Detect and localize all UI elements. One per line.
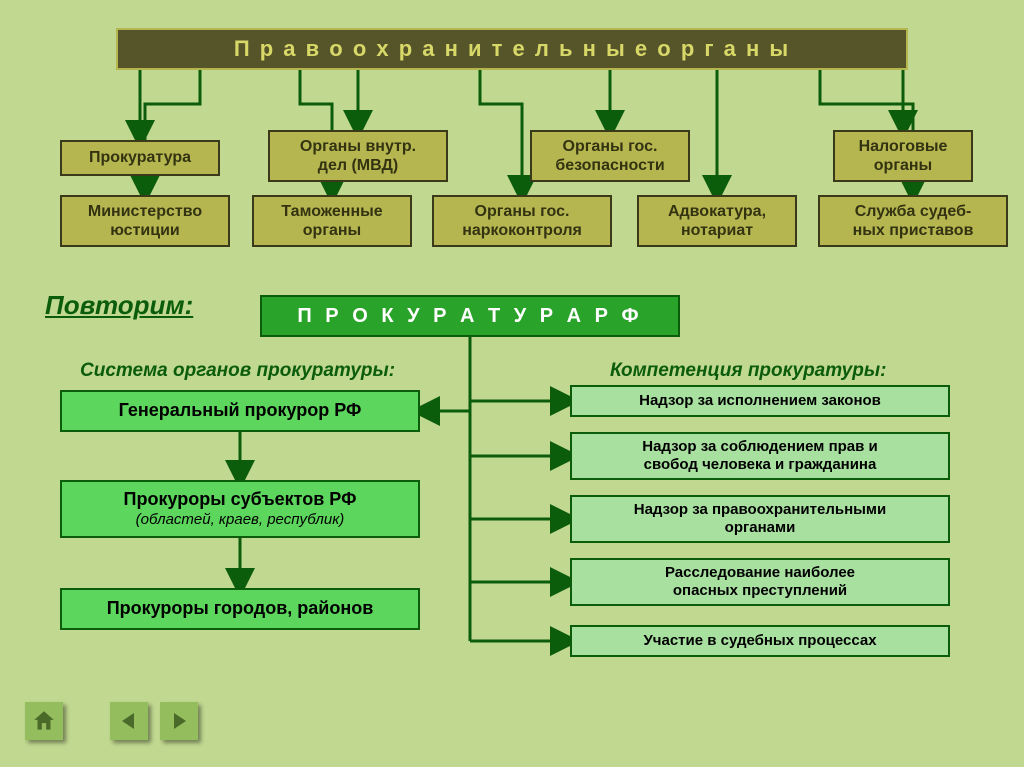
prokurory-subjektov-sub: (областей, краев, республик) xyxy=(124,511,357,529)
comp-2: Надзор за соблюдением прав исвобод челов… xyxy=(570,432,950,480)
gen-prokuror: Генеральный прокурор РФ xyxy=(60,390,420,432)
right-section-header: Компетенция прокуратуры: xyxy=(610,360,886,382)
arrow-left-icon xyxy=(117,709,141,733)
org-nalog: Налоговыеорганы xyxy=(833,130,973,182)
left-section-header: Система органов прокуратуры: xyxy=(80,360,395,382)
prokurory-gorodov: Прокуроры городов, районов xyxy=(60,588,420,630)
org-minjust: Министерствоюстиции xyxy=(60,195,230,247)
arrow-right-icon xyxy=(167,709,191,733)
nav-next-button[interactable] xyxy=(160,702,198,740)
prokurory-subjektov-main: Прокуроры субъектов РФ xyxy=(124,489,357,509)
comp-1: Надзор за исполнением законов xyxy=(570,385,950,417)
org-gosbez: Органы гос.безопасности xyxy=(530,130,690,182)
comp-4: Расследование наиболееопасных преступлен… xyxy=(570,558,950,606)
org-pristav: Служба судеб-ных приставов xyxy=(818,195,1008,247)
nav-prev-button[interactable] xyxy=(110,702,148,740)
repeat-label: Повторим: xyxy=(45,290,193,321)
org-customs: Таможенныеорганы xyxy=(252,195,412,247)
org-mvd: Органы внутр.дел (МВД) xyxy=(268,130,448,182)
comp-3: Надзор за правоохранительнымиорганами xyxy=(570,495,950,543)
home-icon xyxy=(31,708,57,734)
main-title: П р а в о о х р а н и т е л ь н ы е о р … xyxy=(116,28,908,70)
org-prokuratura: Прокуратура xyxy=(60,140,220,176)
prokurory-subjektov: Прокуроры субъектов РФ (областей, краев,… xyxy=(60,480,420,538)
org-narkokontrol: Органы гос.наркоконтроля xyxy=(432,195,612,247)
prokuratura-title: П Р О К У Р А Т У Р А Р Ф xyxy=(260,295,680,337)
org-advokatura: Адвокатура,нотариат xyxy=(637,195,797,247)
comp-5: Участие в судебных процессах xyxy=(570,625,950,657)
nav-home-button[interactable] xyxy=(25,702,63,740)
